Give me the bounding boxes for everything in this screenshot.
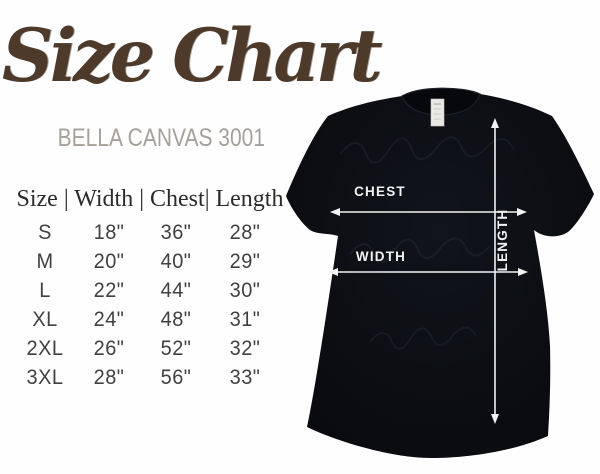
cell-size: L (39, 278, 51, 302)
cell-length: 32" (229, 336, 261, 360)
cell-chest: 40" (160, 249, 192, 273)
length-label: LENGTH (495, 209, 510, 272)
chest-label: CHEST (354, 184, 406, 199)
size-table: S 18" 36" 28" M 20" 40" 29" L 22" 44" 30" XL 24" 48" 31… (14, 218, 286, 392)
cell-chest: 44" (160, 278, 192, 302)
cell-width: 28" (93, 365, 125, 389)
cell-size: XL (32, 307, 58, 331)
cell-width: 24" (93, 307, 125, 331)
cell-size: M (36, 249, 54, 273)
product-subtitle: BELLA CANVAS 3001 (57, 124, 266, 152)
length-arrow (491, 118, 499, 424)
cell-size: 2XL (26, 336, 64, 360)
cell-length: 28" (229, 220, 261, 244)
cell-chest: 56" (160, 365, 192, 389)
cell-length: 29" (229, 249, 261, 273)
cell-chest: 52" (160, 336, 192, 360)
tshirt-diagram: CHEST WIDTH LENGTH (280, 84, 600, 474)
cell-width: 26" (93, 336, 125, 360)
size-table-row: XL 24" 48" 31" (14, 305, 286, 334)
cell-width: 22" (93, 278, 125, 302)
size-table-row: L 22" 44" 30" (14, 276, 286, 305)
cell-length: 33" (229, 365, 261, 389)
width-arrow (328, 268, 528, 276)
chest-arrow (330, 208, 527, 216)
cell-width: 18" (93, 220, 125, 244)
width-label: WIDTH (356, 249, 406, 264)
watermark-squiggles (339, 136, 515, 350)
cell-length: 31" (229, 307, 261, 331)
tshirt-graphic: CHEST WIDTH LENGTH (286, 87, 594, 458)
cell-size: 3XL (26, 365, 64, 389)
size-table-header: Size | Width | Chest| Length (16, 186, 284, 212)
cell-width: 20" (93, 249, 125, 273)
cell-size: S (38, 220, 52, 244)
cell-length: 30" (229, 278, 261, 302)
page-title: Size Chart (2, 13, 383, 99)
cell-chest: 48" (160, 307, 192, 331)
size-table-row: S 18" 36" 28" (14, 218, 286, 247)
size-table-row: 3XL 28" 56" 33" (14, 363, 286, 392)
size-table-row: 2XL 26" 52" 32" (14, 334, 286, 363)
size-table-row: M 20" 40" 29" (14, 247, 286, 276)
neck-tag (430, 98, 445, 127)
tshirt-silhouette (286, 88, 594, 458)
cell-chest: 36" (160, 220, 192, 244)
